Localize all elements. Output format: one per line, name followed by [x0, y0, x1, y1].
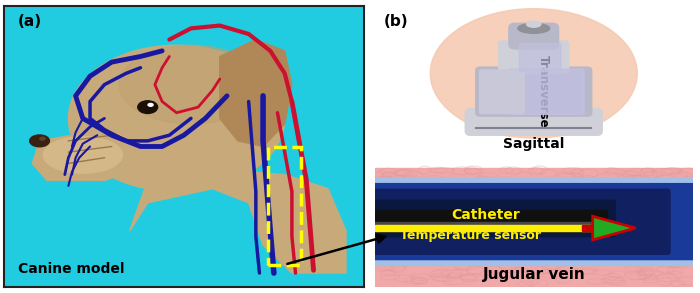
Text: Temperature sensor: Temperature sensor [400, 229, 540, 242]
Bar [374, 168, 693, 186]
Ellipse shape [526, 21, 541, 27]
FancyBboxPatch shape [476, 67, 592, 116]
Ellipse shape [148, 103, 153, 106]
FancyBboxPatch shape [466, 108, 602, 135]
FancyBboxPatch shape [519, 43, 561, 71]
Bar [374, 222, 607, 229]
Bar [374, 210, 607, 231]
Ellipse shape [119, 45, 263, 124]
Ellipse shape [29, 135, 50, 147]
FancyBboxPatch shape [363, 178, 700, 265]
Text: Sagittal: Sagittal [503, 137, 564, 151]
Ellipse shape [518, 23, 550, 33]
Bar [269, 146, 301, 265]
Text: (b): (b) [384, 14, 409, 29]
FancyBboxPatch shape [372, 200, 615, 237]
Text: Catheter: Catheter [452, 207, 520, 222]
Bar [582, 225, 596, 231]
Ellipse shape [138, 101, 158, 113]
Polygon shape [130, 169, 346, 273]
FancyBboxPatch shape [364, 184, 700, 260]
FancyBboxPatch shape [509, 23, 559, 49]
Polygon shape [32, 130, 155, 180]
Text: Transverse: Transverse [537, 55, 550, 128]
Ellipse shape [40, 137, 45, 140]
FancyBboxPatch shape [509, 69, 584, 115]
Bar [374, 225, 591, 231]
FancyBboxPatch shape [372, 189, 670, 254]
Ellipse shape [430, 9, 637, 138]
FancyBboxPatch shape [480, 70, 524, 114]
Text: Jugular vein: Jugular vein [482, 267, 585, 282]
Polygon shape [220, 40, 292, 146]
Ellipse shape [43, 137, 122, 173]
FancyBboxPatch shape [498, 41, 569, 73]
Text: Canine model: Canine model [18, 262, 125, 276]
Bar [374, 259, 693, 287]
Polygon shape [593, 216, 636, 240]
Text: (a): (a) [18, 14, 42, 29]
Ellipse shape [69, 45, 285, 192]
